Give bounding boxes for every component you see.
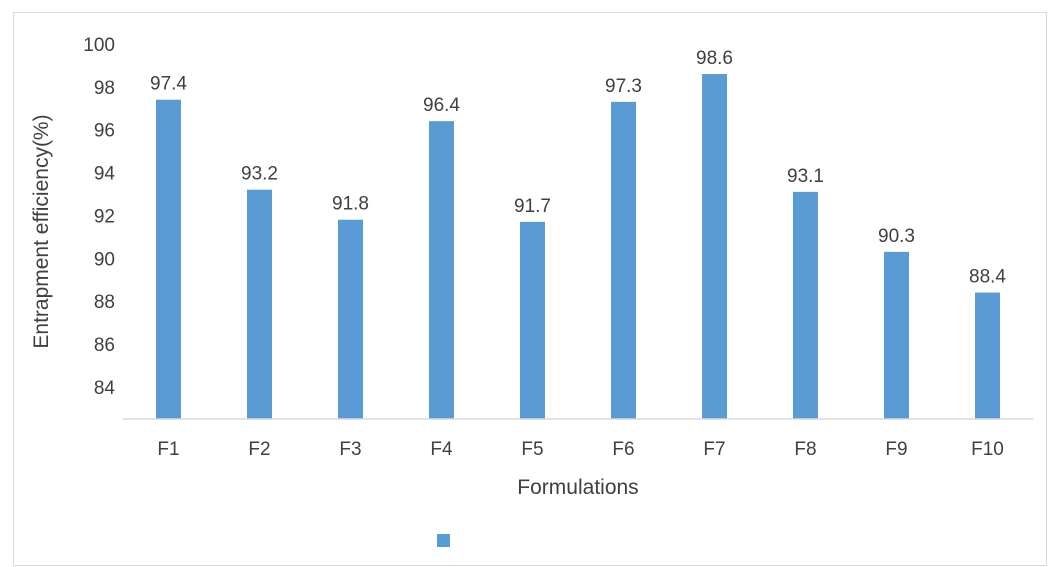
data-label: 90.3 (878, 226, 915, 247)
bar (884, 251, 909, 419)
bar (520, 221, 545, 419)
bars (156, 74, 1000, 420)
data-label: 88.4 (969, 267, 1006, 288)
y-tick-label: 100 (83, 35, 115, 56)
data-label: 97.4 (150, 74, 187, 95)
y-axis-title: Entrapment efficiency(%) (30, 114, 53, 348)
y-tick-label: 88 (94, 292, 115, 313)
data-label: 98.6 (696, 48, 733, 69)
y-tick-label: 90 (94, 249, 115, 270)
x-tick-labels: F1 F2 F3 F4 F5 F6 F7 F8 F9 F10 (157, 439, 1003, 460)
bar (611, 101, 636, 419)
data-label: 96.4 (423, 95, 460, 116)
legend-swatch (437, 534, 450, 547)
bar (702, 74, 727, 419)
y-tick-label: 96 (94, 121, 115, 142)
y-tick-label: 84 (94, 378, 116, 399)
x-tick-label: F8 (794, 439, 816, 460)
x-tick-label: F1 (157, 439, 179, 460)
bar (793, 191, 818, 419)
x-tick-label: F3 (339, 439, 361, 460)
x-tick-label: F6 (612, 439, 634, 460)
data-label: 93.2 (241, 164, 278, 185)
bar (247, 189, 272, 419)
bar (429, 121, 454, 420)
y-tick-label: 98 (94, 78, 115, 99)
x-tick-label: F2 (248, 439, 270, 460)
bar (975, 292, 1000, 419)
bar (338, 219, 363, 419)
data-labels: 97.4 93.2 91.8 96.4 91.7 97.3 98.6 93.1 90.3 88.4 (150, 48, 1006, 288)
y-tick-label: 94 (94, 164, 116, 185)
x-tick-label: F5 (521, 439, 543, 460)
bar (156, 99, 181, 419)
data-label: 93.1 (787, 166, 824, 187)
x-tick-label: F10 (971, 439, 1004, 460)
y-tick-label: 92 (94, 206, 115, 227)
x-tick-label: F4 (430, 439, 453, 460)
y-tick-labels: 100 98 96 94 92 90 88 86 84 (83, 35, 115, 399)
data-label: 97.3 (605, 76, 642, 97)
data-label: 91.7 (514, 196, 551, 217)
data-label: 91.8 (332, 194, 369, 215)
x-axis-title: Formulations (517, 476, 638, 499)
y-tick-label: 86 (94, 335, 115, 356)
x-tick-label: F7 (703, 439, 725, 460)
x-tick-label: F9 (885, 439, 907, 460)
